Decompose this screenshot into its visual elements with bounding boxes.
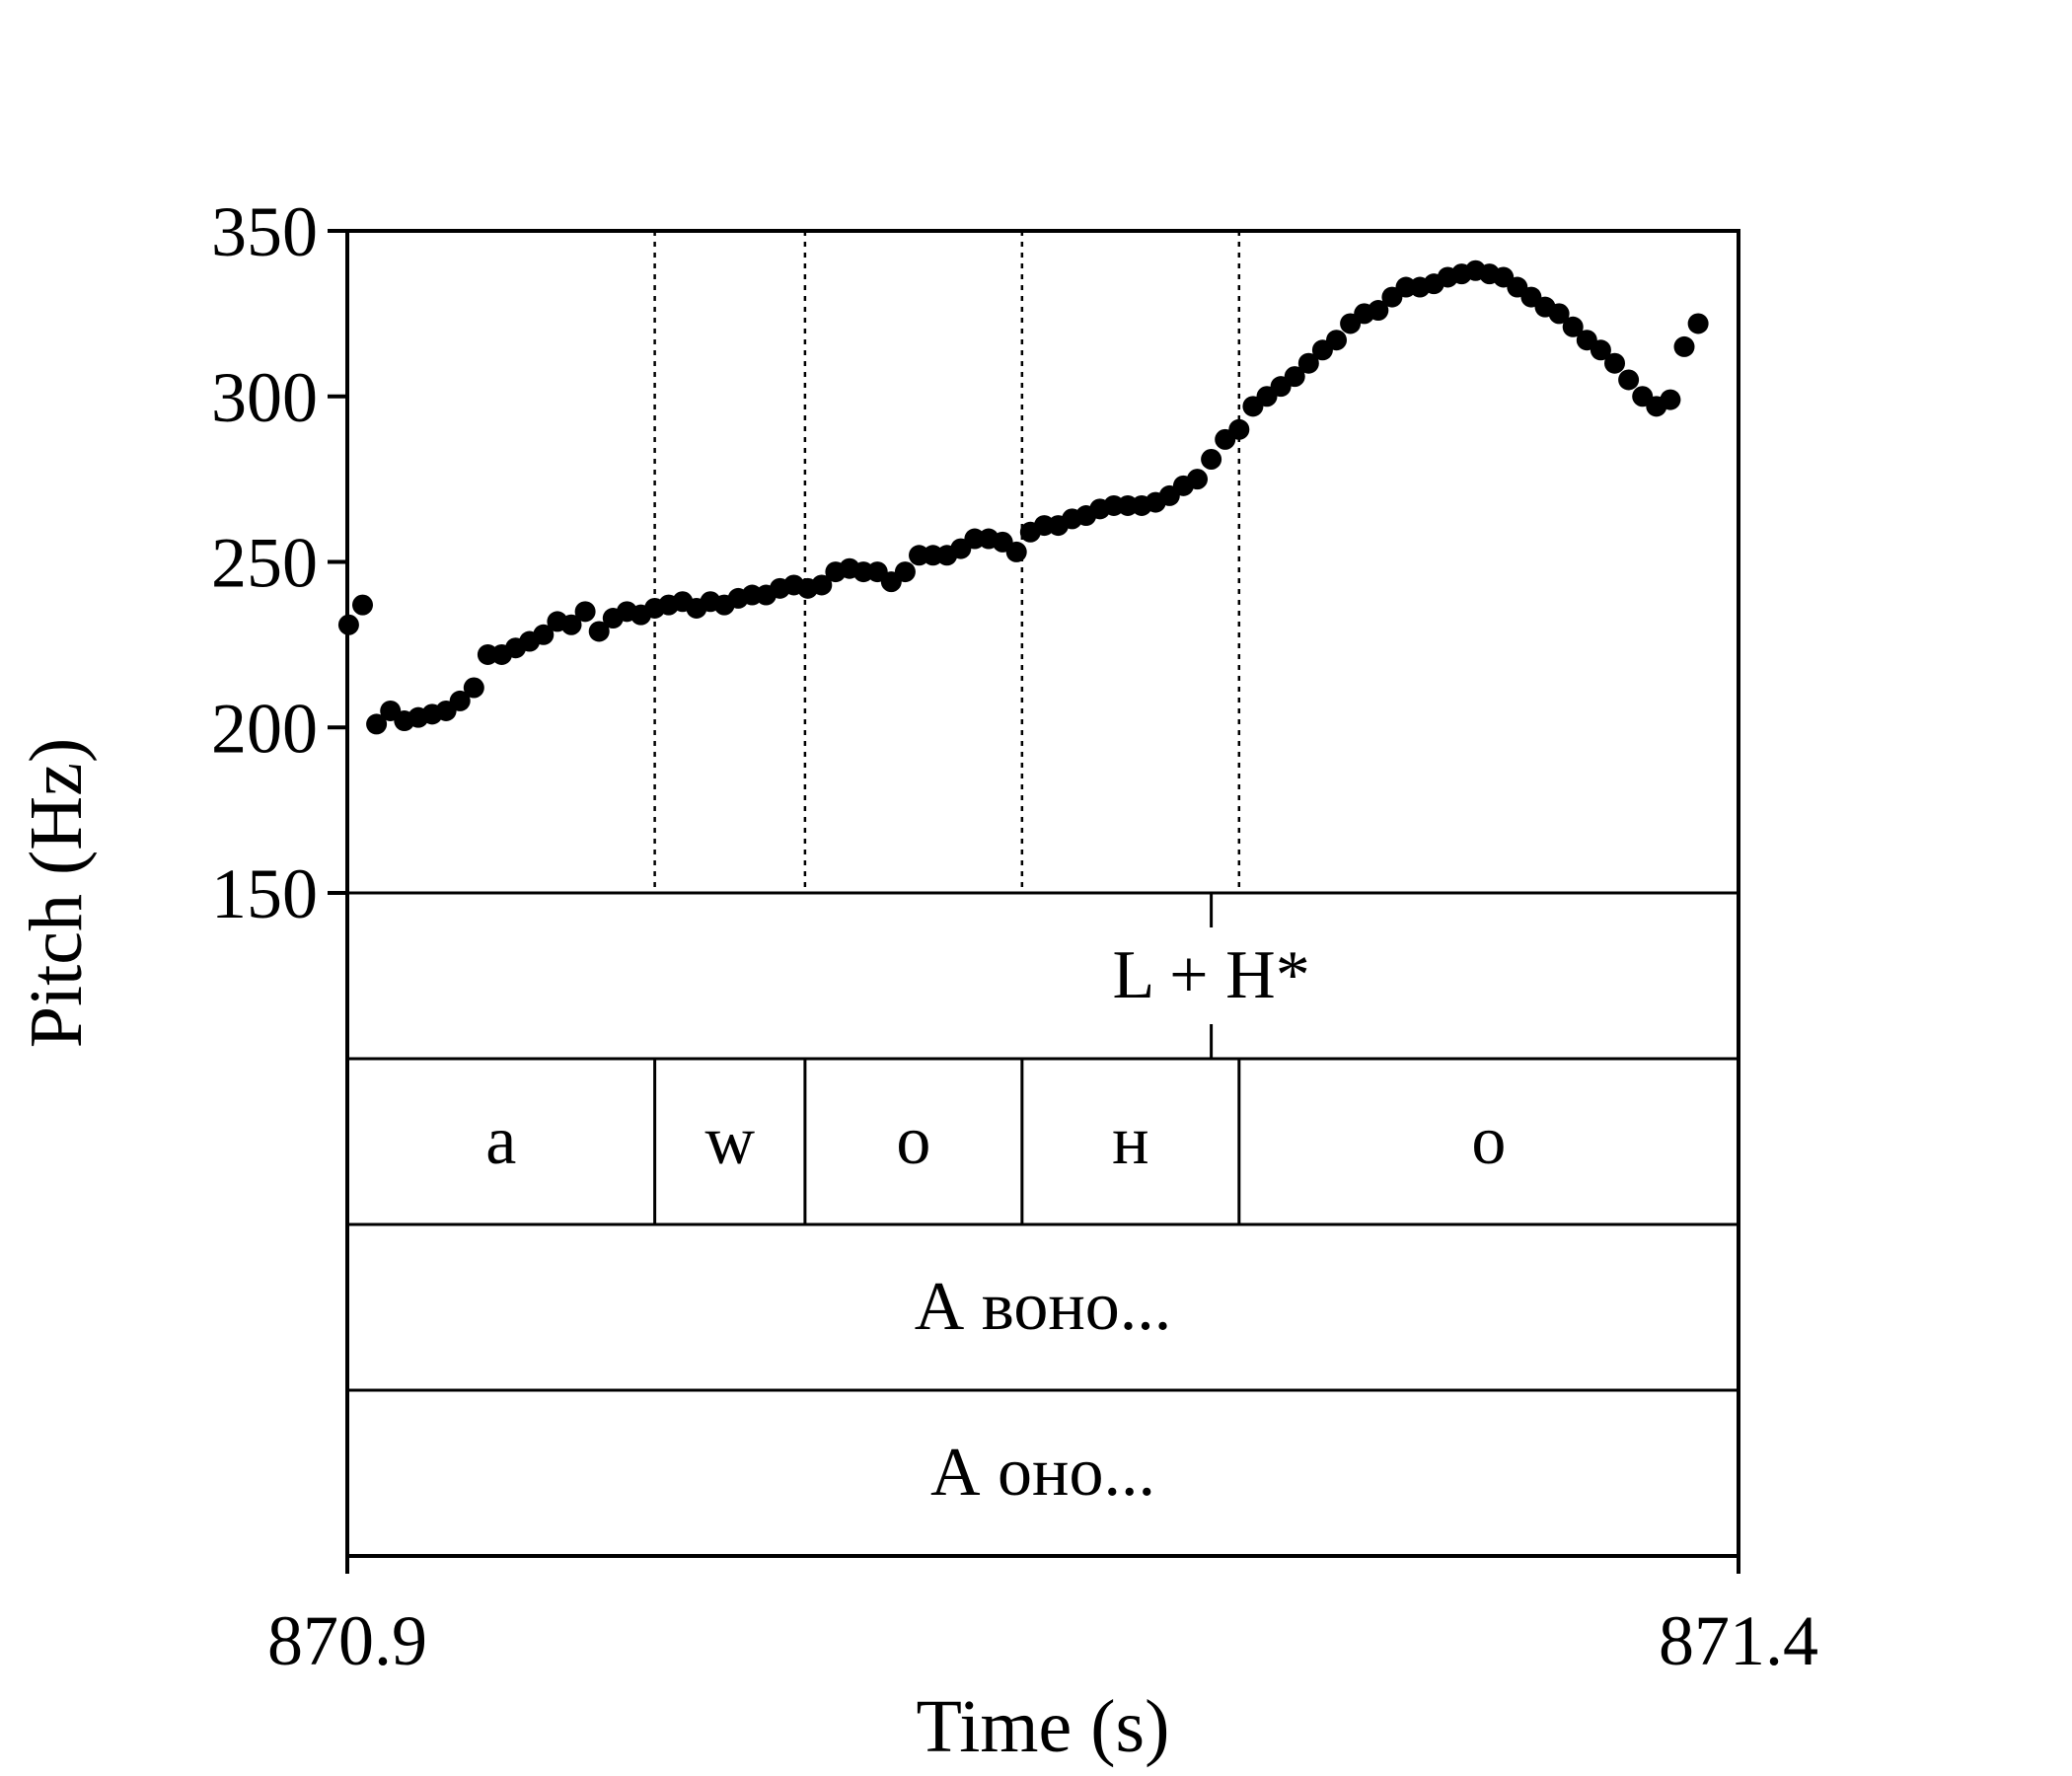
pitch-point [1562, 316, 1584, 337]
pitch-point [811, 574, 833, 596]
tier-label: o [1471, 1103, 1506, 1179]
pitch-point [560, 614, 582, 635]
pitch-point [1660, 389, 1681, 410]
pitch-point [1187, 469, 1209, 490]
pitch-point [1590, 339, 1611, 361]
tier-label: a [485, 1103, 516, 1179]
pitch-point [1604, 352, 1626, 374]
pitch-point [588, 621, 610, 642]
pitch-point [1284, 366, 1305, 388]
pitch-point [1228, 418, 1250, 440]
pitch-points [337, 259, 1709, 735]
pitch-point [574, 601, 596, 623]
y-tick-label: 300 [211, 358, 318, 437]
pitch-point [463, 677, 484, 699]
pitch-point [1673, 335, 1695, 357]
pitch-point [533, 624, 555, 645]
pitch-point [894, 561, 916, 583]
pitch-point [1687, 313, 1709, 334]
y-tick-label: 150 [211, 854, 318, 933]
pitch-point [449, 690, 471, 711]
x-tick-label: 870.9 [267, 1601, 427, 1680]
pitch-point [352, 594, 374, 616]
axis-ticks: 150 200 250 300 350 870.9 871.4 [211, 192, 1818, 1680]
pitch-point [1368, 300, 1389, 322]
pitch-point [1326, 330, 1348, 351]
pitch-point [1618, 369, 1640, 391]
pitch-point [1005, 541, 1027, 562]
pitch-point [337, 614, 359, 635]
tone-label-background [1108, 937, 1314, 1013]
annotation-tiers: L + H* a w o н o А воно... А оно... [485, 893, 1506, 1511]
y-axis-title: Pitch (Hz) [15, 738, 98, 1048]
plot-frame [345, 229, 1740, 1558]
pitch-point [1297, 352, 1319, 374]
tier-label: o [896, 1103, 930, 1179]
boundary-lines [653, 231, 1241, 893]
tier-label: L + H* [1113, 937, 1310, 1013]
y-tick-label: 200 [211, 689, 318, 768]
y-tick-label: 250 [211, 524, 318, 603]
y-tick-label: 350 [211, 192, 318, 271]
tier-label: н [1112, 1103, 1148, 1179]
x-axis-title: Time (s) [917, 1685, 1170, 1768]
x-tick-label: 871.4 [1659, 1601, 1818, 1680]
tier-label: w [704, 1103, 755, 1179]
tier-label: А оно... [930, 1435, 1155, 1511]
pitch-point [366, 713, 388, 735]
tier-label: А воно... [915, 1269, 1172, 1345]
pitch-point [1201, 448, 1222, 470]
pitch-point [1548, 303, 1570, 325]
